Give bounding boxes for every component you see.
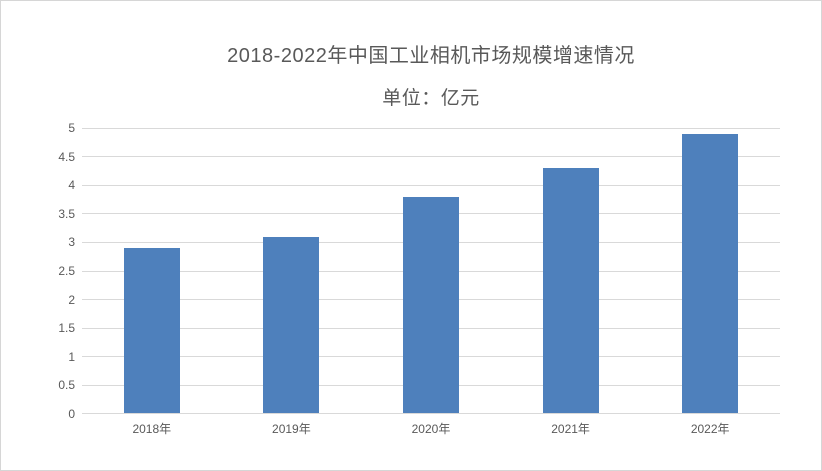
x-axis-line [82, 413, 780, 414]
x-tick-label: 2021年 [551, 422, 590, 436]
y-tick-label: 3.5 [58, 206, 75, 221]
bar-2022年 [682, 133, 739, 413]
chart-subtitle: 单位：亿元 [382, 88, 480, 109]
bar-2021年 [542, 168, 599, 413]
y-tick-label: 2 [68, 292, 75, 307]
y-tick-label: 4.5 [58, 149, 75, 164]
bar-2019年 [263, 236, 320, 413]
y-tick-label: 4 [68, 178, 75, 193]
y-tick-label: 5 [68, 121, 75, 135]
y-axis-tick-labels: 0 0.5 1 1.5 2 2.5 3 3.5 4 4.5 5 [31, 121, 75, 421]
x-axis-tick-labels: 2018年 2019年 2020年 2021年 2022年 [82, 420, 780, 440]
gridline [82, 184, 780, 186]
gridline [82, 127, 780, 129]
y-tick-label: 0 [68, 407, 75, 421]
x-tick-label: 2018年 [132, 422, 172, 436]
x-tick-label: 2019年 [272, 422, 311, 436]
bar-2018年 [123, 248, 180, 413]
gridline [82, 156, 780, 158]
y-tick-label: 0.5 [58, 378, 75, 393]
y-tick-label: 1 [68, 349, 75, 364]
bar-2020年 [403, 196, 459, 413]
x-tick-label: 2020年 [411, 422, 451, 436]
y-tick-label: 2.5 [58, 264, 75, 278]
y-tick-label: 1.5 [58, 321, 75, 336]
chart-title: 2018-2022年中国工业相机市场规模增速情况 [227, 45, 635, 67]
y-tick-label: 3 [68, 235, 75, 250]
x-tick-label: 2022年 [690, 422, 730, 436]
plot-area [82, 127, 780, 414]
